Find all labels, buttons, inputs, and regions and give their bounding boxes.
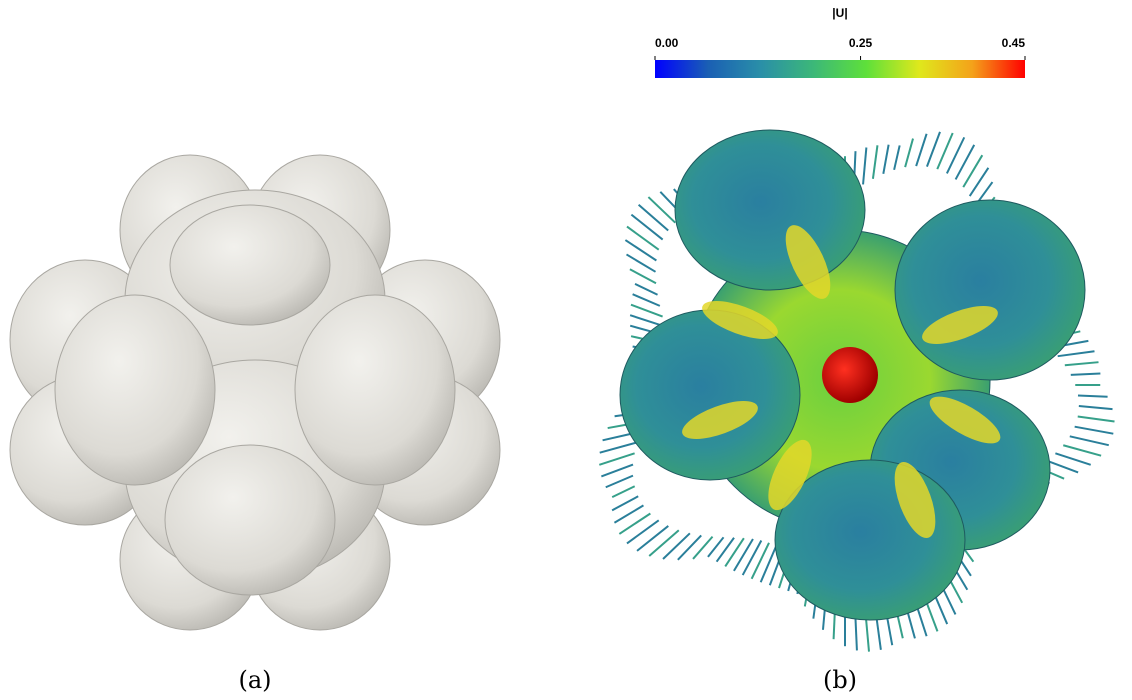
arrow: [733, 538, 754, 572]
colorbar-tick-label: 0.00: [655, 36, 679, 50]
arrow: [637, 203, 669, 232]
arrow: [618, 512, 651, 535]
arrow: [885, 615, 894, 646]
arrow: [936, 132, 954, 170]
arrow: [864, 614, 870, 652]
arrow: [968, 167, 990, 197]
arrow: [636, 525, 669, 552]
arrow: [715, 537, 735, 563]
colorbar-tick-label: 0.25: [849, 36, 873, 50]
arrow: [871, 145, 879, 179]
arrow: [962, 154, 984, 188]
arrow: [759, 545, 778, 583]
caption-b: (b): [823, 666, 857, 694]
shape-a: [9, 154, 501, 631]
arrow: [605, 474, 634, 489]
arrow: [906, 609, 916, 639]
arrow: [741, 540, 763, 576]
arrow: [662, 532, 691, 560]
arrow: [634, 282, 658, 296]
arrow: [954, 144, 976, 180]
arrow: [1046, 459, 1079, 474]
arrow: [613, 504, 644, 524]
caption-a: (a): [238, 666, 271, 694]
arrow: [1070, 372, 1101, 376]
arrow: [611, 495, 639, 512]
arrow: [896, 613, 904, 639]
colorbar-tick-label: 0.45: [1002, 36, 1026, 50]
arrow: [893, 145, 901, 171]
colorbar-title: |U|: [832, 6, 847, 20]
arrow: [724, 537, 745, 567]
arrow: [945, 136, 966, 174]
arrow: [1062, 444, 1102, 457]
arrow: [915, 133, 928, 167]
arrow: [1055, 452, 1092, 466]
arrow: [632, 293, 661, 307]
colorbar-ticks: 0.00 0.25 0.45: [654, 36, 1026, 60]
arrow: [1077, 415, 1115, 423]
arrow: [1064, 361, 1099, 367]
arrow: [750, 542, 770, 580]
arrow: [630, 213, 664, 241]
arrow: [624, 239, 657, 262]
streaks: [682, 225, 1001, 538]
arrow: [629, 268, 657, 285]
arrow: [692, 535, 714, 560]
arrow: [598, 452, 635, 466]
arrow: [1078, 405, 1113, 411]
arrow: [626, 519, 660, 545]
arrow: [882, 144, 890, 174]
arrow: [599, 441, 638, 454]
arrow: [625, 253, 657, 273]
arrow: [1074, 425, 1114, 435]
arrow: [1069, 435, 1109, 447]
arrow: [601, 463, 634, 478]
arrow: [1057, 350, 1095, 358]
arrow: [611, 485, 636, 499]
arrow: [707, 536, 725, 558]
arrow: [904, 138, 914, 168]
core-sphere: [822, 347, 878, 403]
arrow: [648, 529, 680, 557]
arrow: [926, 131, 941, 168]
arrow: [647, 196, 676, 224]
colorbar: [655, 60, 1025, 78]
arrow: [630, 303, 663, 318]
arrow: [862, 147, 868, 185]
arrow: [1077, 394, 1108, 398]
arrow: [875, 616, 882, 650]
arrow: [677, 534, 702, 561]
arrow: [626, 225, 660, 251]
